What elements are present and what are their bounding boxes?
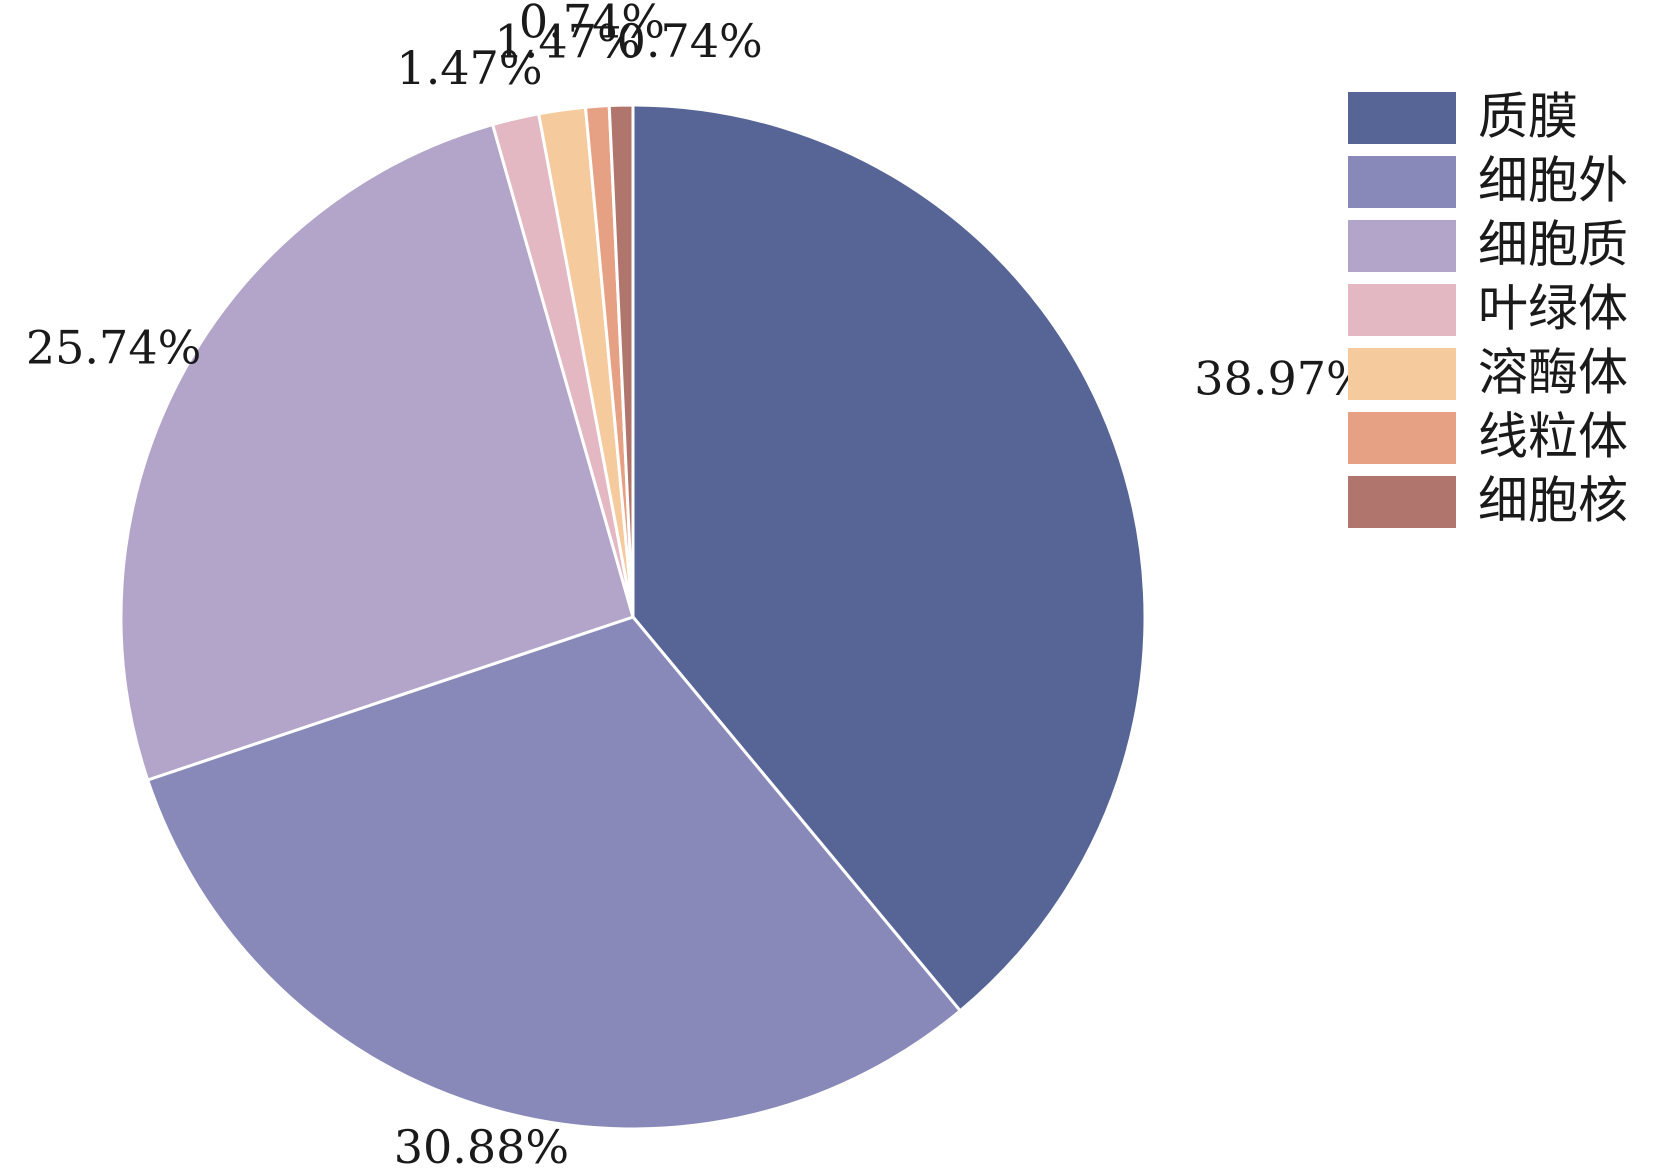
legend-label-slice-7: 细胞核: [1478, 472, 1628, 530]
legend-label-slice-3: 细胞质: [1478, 216, 1628, 274]
pie-slice-2: [146, 615, 962, 1131]
value-label-slice-5: 1.47%: [495, 15, 641, 69]
value-label-slice-4: 1.47%: [396, 41, 542, 95]
value-label-slice-1: 38.97%: [1194, 352, 1369, 406]
legend-label-slice-2: 细胞外: [1478, 152, 1628, 210]
legend-swatch-slice-3: [1348, 220, 1456, 272]
legend-label-slice-6: 线粒体: [1478, 408, 1628, 466]
legend-swatch-slice-2: [1348, 156, 1456, 208]
pie-slice-7: [607, 103, 635, 619]
value-label-slice-2: 30.88%: [394, 1120, 569, 1172]
pie-slices: [119, 103, 1147, 1131]
legend-swatch-slice-5: [1348, 348, 1456, 400]
pie-value-labels: 38.97%30.88%25.74%1.47%1.47%0.74%0.74%: [26, 0, 1370, 1172]
legend-label-slice-5: 溶酶体: [1478, 344, 1628, 402]
pie-slice-3: [119, 123, 635, 782]
value-label-slice-6: 0.74%: [519, 0, 665, 48]
pie-slice-1: [631, 103, 1147, 1013]
legend-label-slice-4: 叶绿体: [1478, 280, 1628, 338]
legend-swatch-slice-7: [1348, 476, 1456, 528]
legend-swatch-slice-1: [1348, 92, 1456, 144]
value-label-slice-3: 25.74%: [26, 321, 201, 375]
value-label-slice-7: 0.74%: [617, 14, 763, 68]
legend-swatch-slice-6: [1348, 412, 1456, 464]
legend-swatch-slice-4: [1348, 284, 1456, 336]
legend-label-slice-1: 质膜: [1478, 88, 1578, 146]
